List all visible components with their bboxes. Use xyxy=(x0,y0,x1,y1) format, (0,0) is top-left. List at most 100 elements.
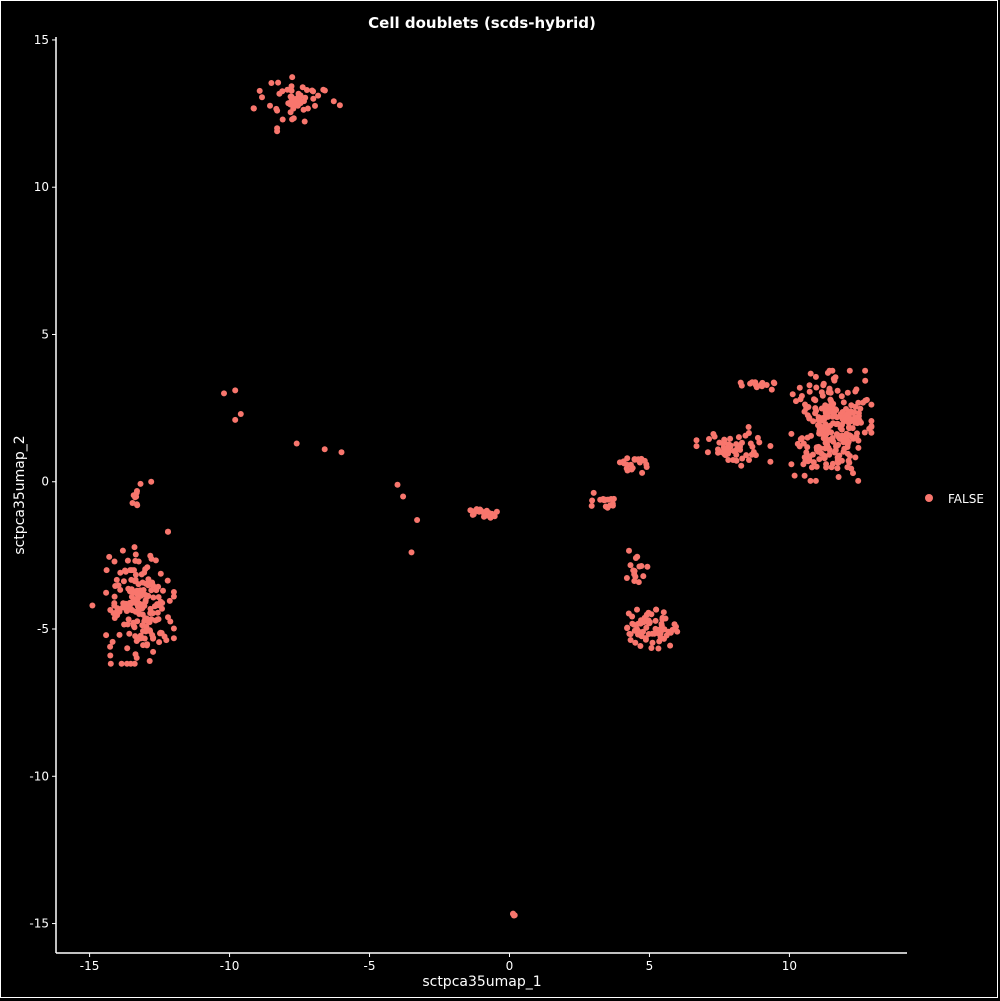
x-tick-label: -10 xyxy=(220,959,240,973)
data-point xyxy=(823,440,829,446)
data-point xyxy=(845,451,851,457)
data-point xyxy=(848,433,854,439)
y-tick-label: -5 xyxy=(37,622,49,636)
data-point xyxy=(133,494,139,500)
data-point xyxy=(481,514,487,520)
data-point xyxy=(143,597,149,603)
data-point xyxy=(836,434,842,440)
data-point xyxy=(792,473,798,479)
data-point xyxy=(147,553,153,559)
data-point xyxy=(653,607,659,613)
data-point xyxy=(165,529,171,535)
data-point xyxy=(147,658,153,664)
data-point xyxy=(631,622,637,628)
data-point xyxy=(288,109,294,115)
data-point xyxy=(659,621,665,627)
data-point xyxy=(134,655,140,661)
data-point xyxy=(626,631,632,637)
chart-title: Cell doublets (scds-hybrid) xyxy=(368,14,596,32)
data-point xyxy=(156,594,162,600)
data-point xyxy=(855,445,861,451)
data-point xyxy=(292,96,298,102)
data-point xyxy=(632,456,638,462)
data-point xyxy=(640,573,646,579)
points-layer xyxy=(89,74,874,918)
data-point xyxy=(846,458,852,464)
data-point xyxy=(650,640,656,646)
data-point xyxy=(163,637,169,643)
data-point xyxy=(488,515,494,521)
x-tick-label: 5 xyxy=(646,959,654,973)
data-point xyxy=(807,389,813,395)
data-point xyxy=(648,645,654,651)
data-point xyxy=(694,437,700,443)
data-point xyxy=(706,436,712,442)
data-point xyxy=(119,661,125,667)
data-point xyxy=(144,616,150,622)
data-point xyxy=(674,629,680,635)
data-point xyxy=(856,413,862,419)
data-point xyxy=(221,390,227,396)
data-point xyxy=(809,464,815,470)
data-point xyxy=(797,443,803,449)
data-point xyxy=(628,562,634,568)
data-point xyxy=(150,595,156,601)
data-point xyxy=(852,420,858,426)
data-point xyxy=(310,96,316,102)
data-point xyxy=(830,435,836,441)
data-point xyxy=(645,619,651,625)
data-point xyxy=(470,508,476,514)
data-point xyxy=(267,103,273,109)
data-point xyxy=(156,616,162,622)
data-point xyxy=(124,661,130,667)
data-point xyxy=(142,566,148,572)
data-point xyxy=(140,591,146,597)
y-tick-label: 10 xyxy=(34,180,49,194)
data-point xyxy=(626,611,632,617)
data-point xyxy=(833,443,839,449)
data-point xyxy=(310,88,316,94)
data-point xyxy=(132,624,138,630)
data-point xyxy=(841,399,847,405)
data-point xyxy=(853,404,859,410)
y-axis-label: sctpca35umap_2 xyxy=(12,435,28,554)
data-point xyxy=(846,439,852,445)
data-point xyxy=(644,612,650,618)
data-point xyxy=(769,387,775,393)
data-point xyxy=(836,474,842,480)
data-point xyxy=(171,635,177,641)
data-point xyxy=(111,603,117,609)
data-point xyxy=(107,644,113,650)
data-point xyxy=(414,517,420,523)
data-point xyxy=(835,421,841,427)
y-tick-label: -10 xyxy=(29,769,49,783)
data-point xyxy=(112,559,118,565)
data-point xyxy=(409,549,415,555)
data-point xyxy=(124,607,130,613)
data-point xyxy=(829,464,835,470)
data-point xyxy=(846,416,852,422)
data-point xyxy=(712,434,718,440)
data-point xyxy=(655,646,661,652)
data-point xyxy=(739,456,745,462)
data-point xyxy=(116,582,122,588)
data-point xyxy=(635,632,641,638)
data-point xyxy=(767,459,773,465)
data-point xyxy=(637,643,643,649)
data-point xyxy=(121,578,127,584)
data-point xyxy=(114,608,120,614)
data-point xyxy=(643,637,649,643)
data-point xyxy=(844,464,850,470)
data-point xyxy=(274,128,280,134)
data-point xyxy=(298,100,304,106)
data-point xyxy=(631,571,637,577)
data-point xyxy=(822,416,828,422)
data-point xyxy=(638,456,644,462)
data-point xyxy=(808,371,814,377)
data-point xyxy=(822,433,828,439)
data-point xyxy=(661,636,667,642)
data-point xyxy=(138,481,144,487)
data-point xyxy=(862,368,868,374)
